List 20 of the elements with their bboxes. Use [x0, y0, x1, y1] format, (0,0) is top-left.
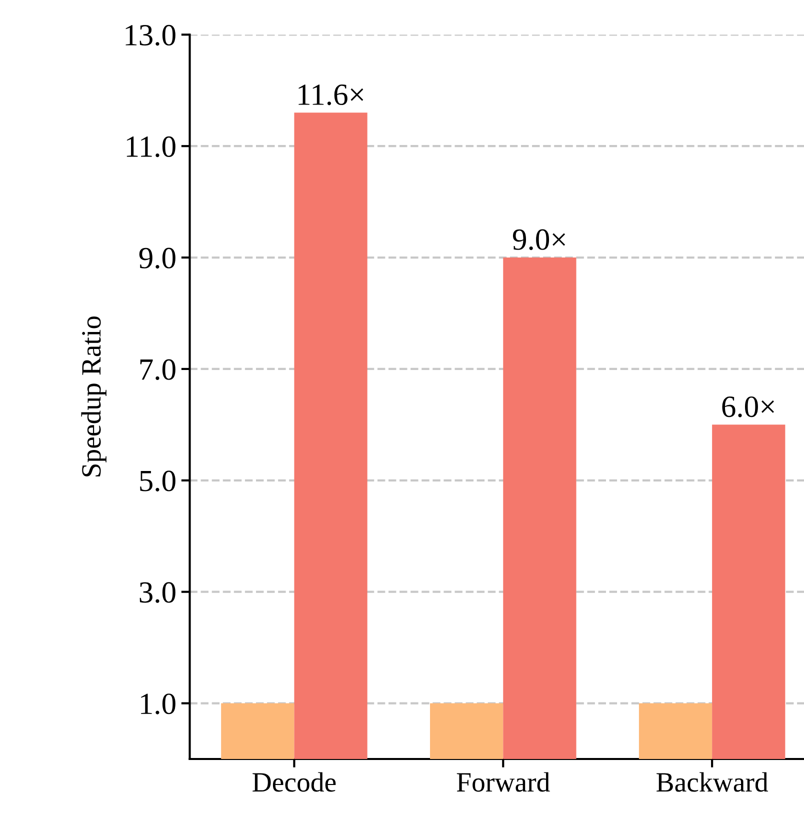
y-tick-label: 7.0	[140, 359, 176, 380]
y-tick-label: 5.0	[140, 470, 176, 492]
x-tick-label: Backward	[656, 772, 768, 792]
bar	[430, 703, 504, 759]
data-label: 11.6×	[298, 84, 364, 106]
x-tick-label: Decode	[252, 772, 336, 792]
y-tick-label: 11.0	[126, 136, 176, 158]
bar	[638, 703, 712, 759]
data-label: 6.0×	[722, 396, 774, 418]
y-axis-title: Speedup Ratio	[81, 316, 106, 476]
y-tick-label: 1.0	[141, 694, 176, 714]
y-tick-label: 9.0	[139, 248, 176, 269]
x-tick-label: Forward	[456, 772, 550, 792]
bar	[712, 424, 786, 759]
y-tick-label: 13.0	[126, 24, 176, 46]
data-label: 9.0×	[512, 229, 566, 250]
bar	[294, 112, 368, 759]
bar	[503, 258, 576, 759]
y-tick-label: 3.0	[140, 582, 176, 603]
bar	[221, 703, 294, 759]
